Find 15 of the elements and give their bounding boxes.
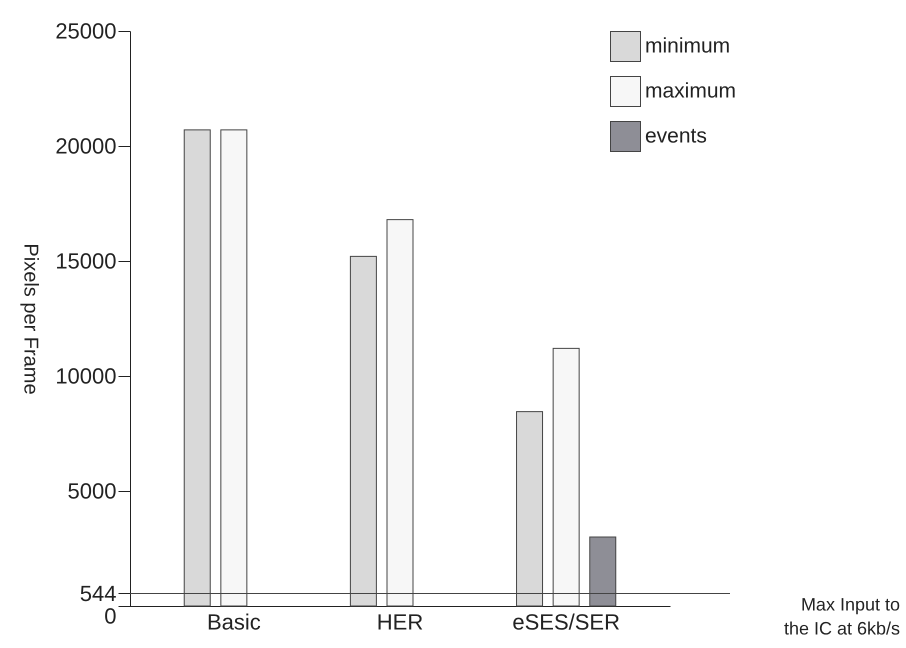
ref-line-label: Max Input to the IC at 6kb/s: [784, 594, 900, 638]
x-tick-label: Basic: [206, 610, 261, 634]
x-tick-label: HER: [376, 610, 424, 634]
y-tick-label: 15000: [55, 248, 116, 274]
legend-label: maximum: [645, 80, 736, 102]
x-tick-label: eSES/SER: [512, 610, 620, 634]
y-tick-label: 10000: [55, 364, 116, 388]
y-tick-label: 25000: [55, 18, 116, 44]
y-tick-label: 544: [80, 580, 116, 606]
legend-label: minimum: [645, 34, 730, 58]
legend-label: events: [645, 124, 707, 148]
y-tick-label: 0: [104, 604, 116, 628]
y-axis-title: Pixels per Frame: [20, 243, 42, 395]
y-tick-label: 20000: [55, 134, 116, 158]
y-tick-label: 5000: [68, 478, 116, 504]
